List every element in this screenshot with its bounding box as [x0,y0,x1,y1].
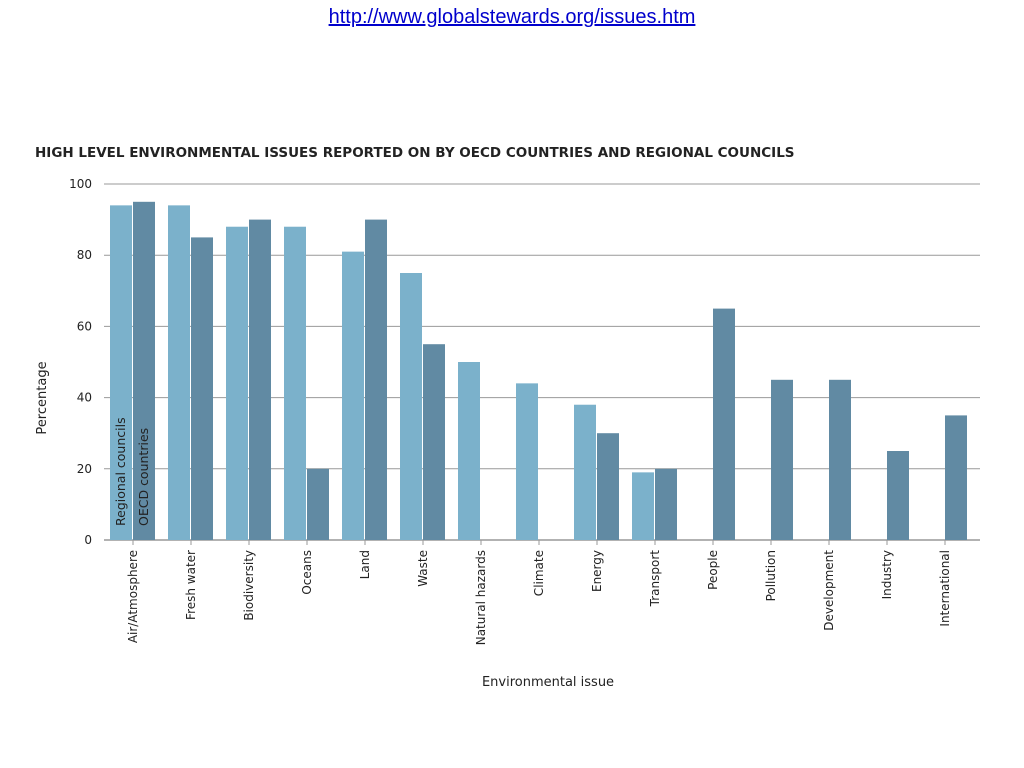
chart-title: HIGH LEVEL ENVIRONMENTAL ISSUES REPORTED… [35,145,795,161]
bar-oecd [249,219,271,540]
bar-oecd [133,201,155,541]
category-label: Biodiversity [242,550,256,621]
category-label: Energy [590,550,604,592]
bar-oecd [191,237,213,540]
y-axis-label: Percentage [35,361,50,434]
bar-regional [168,205,190,541]
category-label: Waste [416,550,430,587]
bar-oecd [307,468,329,540]
category-label: Air/Atmosphere [126,550,140,643]
y-tick-label: 0 [84,533,92,547]
category-label: International [938,550,952,627]
bar-oecd [423,344,445,540]
legend-label-oecd: OECD countries [136,428,151,526]
y-tick-label: 20 [77,462,92,476]
category-label: People [706,550,720,590]
bar-regional [458,362,480,540]
bar-oecd [887,451,909,540]
bar-oecd [829,379,851,540]
bar-oecd [771,379,793,540]
bars [110,201,967,541]
source-url-link[interactable]: http://www.globalstewards.org/issues.htm [328,6,696,28]
bar-regional [632,472,654,540]
bar-oecd [713,308,735,540]
bar-regional [226,226,248,540]
y-tick-labels: 0 20 40 60 80 100 [69,177,92,547]
x-axis-label: Environmental issue [482,675,614,690]
y-tick-label: 40 [77,391,92,405]
category-label: Natural hazards [474,550,488,645]
category-label: Fresh water [184,550,198,620]
category-label: Industry [880,550,894,599]
bar-oecd [945,415,967,540]
category-labels: Air/Atmosphere Fresh water Biodiversity Oce… [126,550,952,646]
bar-regional [110,205,132,541]
bar-regional [574,404,596,540]
category-label: Transport [648,550,662,608]
y-tick-label: 100 [69,177,92,191]
category-label: Pollution [764,550,778,601]
bar-oecd [597,433,619,540]
y-tick-label: 60 [77,319,92,333]
category-label: Development [822,550,836,631]
bar-regional [516,383,538,540]
bar-regional [284,226,306,540]
category-label: Climate [532,550,546,596]
bar-regional [342,251,364,540]
category-label: Land [358,550,372,579]
legend-label-regional: Regional councils [113,417,128,526]
bar-regional [400,273,422,540]
y-tick-label: 80 [77,248,92,262]
bar-oecd [655,468,677,540]
category-label: Oceans [300,550,314,595]
bar-oecd [365,219,387,540]
legend: Regional councils OECD countries [113,417,151,526]
